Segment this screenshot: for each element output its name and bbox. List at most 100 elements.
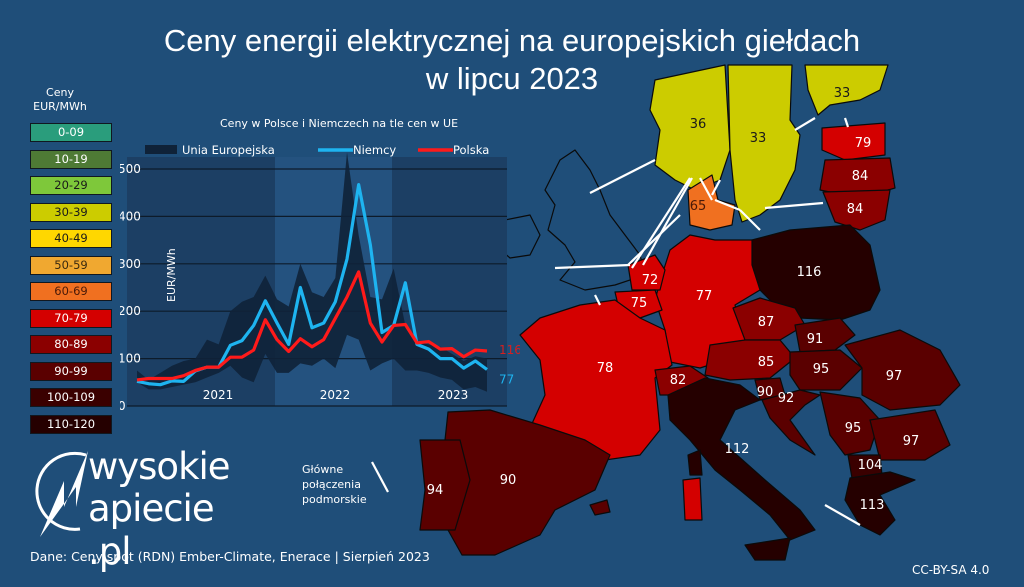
country-netherlands bbox=[627, 254, 666, 291]
year-label: 2022 bbox=[320, 388, 351, 402]
price-chart: 0 100 200 300 400 500 116 77 2021 2022 2023 EUR/MWh… bbox=[118, 112, 522, 413]
legend-item: 30-39 bbox=[30, 202, 112, 222]
y-tick-label: 100 bbox=[120, 352, 141, 366]
label-croatia: 92 bbox=[778, 391, 795, 406]
legend-item: 90-99 bbox=[30, 361, 112, 381]
wysokienapiecie-logo: wysokie apiecie .pl bbox=[30, 445, 231, 573]
label-slovakia: 91 bbox=[807, 332, 824, 347]
year-label: 2021 bbox=[203, 388, 234, 402]
country-italy bbox=[667, 377, 816, 541]
series-line-polska bbox=[136, 270, 488, 382]
country-hungary bbox=[789, 349, 863, 391]
legend-item: 40-49 bbox=[30, 229, 112, 248]
legend-item: 80-89 bbox=[30, 335, 112, 354]
label-netherlands: 72 bbox=[642, 273, 659, 288]
country-bulgaria bbox=[869, 409, 951, 461]
country-greece bbox=[844, 471, 916, 536]
y-tick-label: 400 bbox=[120, 209, 141, 223]
eu-range-band bbox=[137, 152, 487, 392]
year-label: 2023 bbox=[438, 388, 469, 402]
legend-item: 110-120 bbox=[30, 414, 112, 434]
country-portugal bbox=[419, 439, 471, 531]
label-france: 78 bbox=[597, 361, 614, 376]
country-lithuania bbox=[822, 189, 891, 231]
label-romania: 97 bbox=[886, 369, 903, 384]
submarine-cables bbox=[371, 117, 861, 526]
label-belgium: 75 bbox=[631, 296, 648, 311]
y-axis-label: EUR/MWh bbox=[165, 248, 178, 302]
chart-title: Ceny w Polsce i Niemczech na tle cen w U… bbox=[220, 117, 459, 130]
country-romania bbox=[844, 329, 961, 411]
price-legend: 0-09 10-19 20-29 30-39 40-49 50-59 60-69 70-79 8… bbox=[30, 123, 112, 441]
logo-line2: apiecie .pl bbox=[88, 487, 215, 573]
label-bulgaria: 97 bbox=[903, 434, 920, 449]
page-title-line1: Ceny energii elektrycznej na europejskic… bbox=[163, 23, 861, 58]
end-value-label: 77 bbox=[499, 373, 514, 387]
submarine-cables-note: Główne połączenia podmorskie bbox=[302, 462, 367, 507]
label-spain: 90 bbox=[500, 473, 517, 488]
country-serbia bbox=[819, 391, 881, 456]
country-austria bbox=[704, 339, 796, 381]
chart-legend-label: Polska bbox=[453, 143, 489, 157]
label-greece: 113 bbox=[860, 498, 885, 513]
label-austria: 85 bbox=[758, 355, 775, 370]
source-footer: Dane: Ceny spot (RDN) Ember-Climate, Ene… bbox=[30, 549, 430, 564]
label-norway: 36 bbox=[690, 117, 707, 132]
island-sardinia bbox=[682, 477, 703, 521]
label-hungary: 95 bbox=[813, 362, 830, 377]
legend-item: 50-59 bbox=[30, 255, 112, 275]
note-line1: Główne bbox=[302, 463, 344, 476]
country-slovakia bbox=[794, 317, 856, 353]
legend-item: 10-19 bbox=[30, 149, 112, 169]
legend-item: 60-69 bbox=[30, 282, 112, 301]
legend-item: 0-09 bbox=[30, 123, 112, 142]
country-sweden bbox=[727, 64, 801, 223]
label-denmark: 65 bbox=[690, 199, 707, 214]
label-lithuania: 84 bbox=[847, 202, 864, 217]
label-switzerland: 82 bbox=[670, 373, 687, 388]
uk-outline bbox=[544, 149, 646, 291]
bolt-circle-icon bbox=[35, 451, 88, 537]
label-slovenia: 90 bbox=[757, 385, 774, 400]
license-label: CC-BY-SA 4.0 bbox=[912, 563, 990, 577]
y-tick-label: 0 bbox=[120, 399, 126, 412]
island-balearic bbox=[589, 499, 611, 516]
label-estonia: 79 bbox=[855, 136, 872, 151]
country-estonia bbox=[821, 122, 886, 161]
label-italy: 112 bbox=[725, 442, 750, 457]
island-corsica bbox=[687, 449, 703, 476]
y-tick-label: 300 bbox=[120, 257, 141, 271]
country-france bbox=[519, 299, 673, 461]
legend-title-line1: Ceny bbox=[46, 86, 74, 99]
legend-item: 100-109 bbox=[30, 388, 112, 407]
y-tick-label: 500 bbox=[120, 162, 141, 176]
page-title-line2: w lipcu 2023 bbox=[425, 61, 599, 96]
legend-title: Ceny EUR/MWh bbox=[30, 86, 90, 114]
chart-plot: 0 100 200 300 400 500 116 77 2021 2022 2023 EUR/MWh… bbox=[118, 143, 522, 413]
end-value-label: 116 bbox=[499, 343, 520, 357]
island-sicily bbox=[744, 537, 791, 561]
label-latvia: 84 bbox=[852, 169, 869, 184]
label-portugal: 94 bbox=[427, 483, 444, 498]
label-north-macedonia: 104 bbox=[858, 458, 883, 473]
legend-item: 20-29 bbox=[30, 176, 112, 195]
legend-title-line2: EUR/MWh bbox=[33, 100, 87, 113]
label-sweden: 33 bbox=[750, 131, 767, 146]
country-denmark bbox=[687, 174, 736, 231]
label-serbia: 95 bbox=[845, 421, 862, 436]
label-germany: 77 bbox=[696, 289, 713, 304]
chart-legend-label: Niemcy bbox=[353, 143, 396, 157]
note-line2: połączenia bbox=[302, 478, 361, 491]
legend-swatch bbox=[145, 145, 177, 154]
country-finland bbox=[804, 64, 889, 116]
y-tick-label: 200 bbox=[120, 304, 141, 318]
legend-item: 70-79 bbox=[30, 308, 112, 328]
label-poland: 116 bbox=[797, 265, 822, 280]
note-line3: podmorskie bbox=[302, 493, 367, 506]
country-croatia bbox=[761, 389, 821, 456]
label-czechia: 87 bbox=[758, 315, 775, 330]
chart-legend-label: Unia Europejska bbox=[182, 143, 275, 157]
logo-line1: wysokie bbox=[88, 445, 231, 488]
label-finland: 33 bbox=[834, 86, 851, 101]
